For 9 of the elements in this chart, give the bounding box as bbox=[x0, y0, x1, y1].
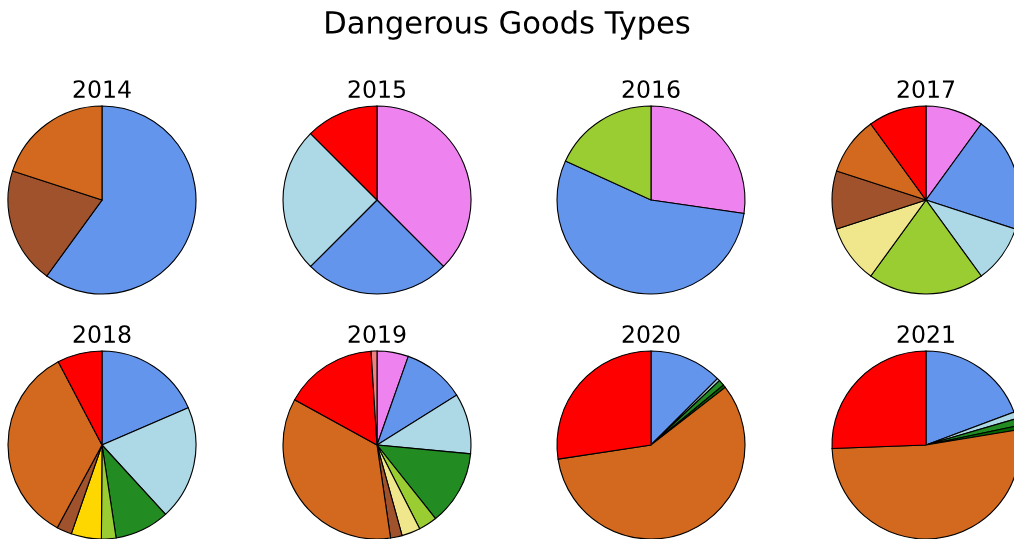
chart-title: 2020 bbox=[622, 325, 680, 343]
chart-title: 2021 bbox=[897, 325, 954, 343]
chart-title: 2016 bbox=[622, 80, 680, 98]
chart-title: 2018 bbox=[73, 325, 131, 343]
text: Dangerous Goods Types bbox=[326, 10, 690, 40]
chart-title: 2015 bbox=[348, 80, 405, 98]
chart-title: 2017 bbox=[897, 80, 955, 98]
chart-title: 2014 bbox=[73, 80, 131, 98]
chart-title: 2019 bbox=[348, 325, 406, 343]
